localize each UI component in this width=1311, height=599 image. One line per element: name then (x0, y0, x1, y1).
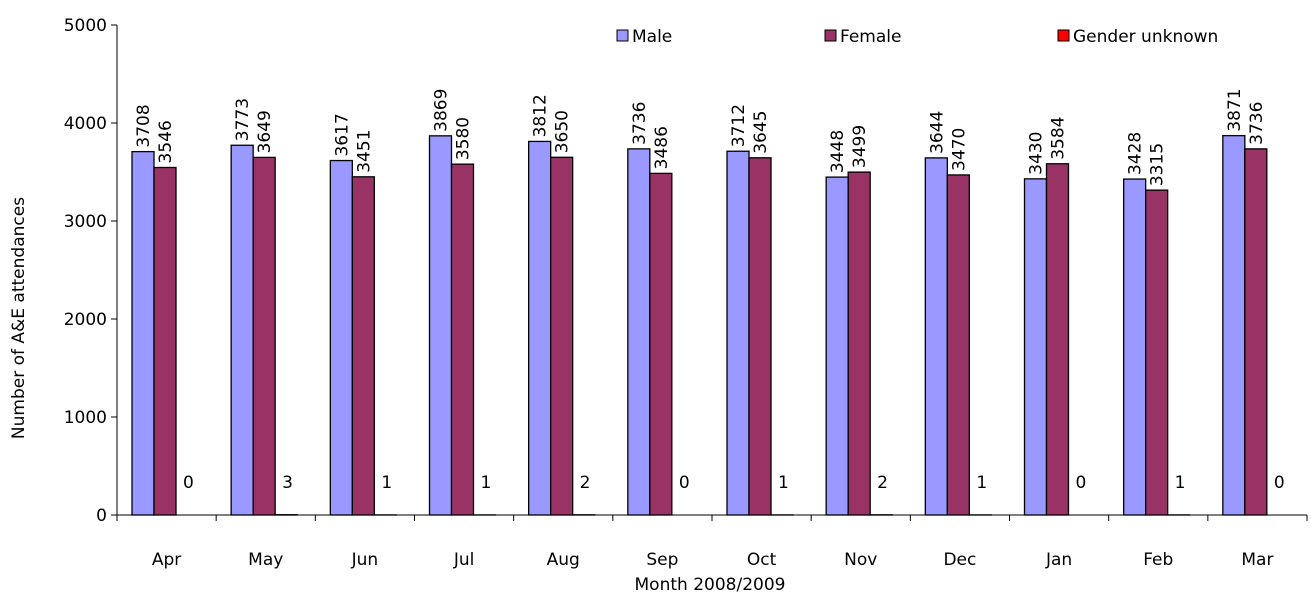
data-label-gender-unknown-may: 3 (282, 473, 293, 493)
bar-male-may (230, 144, 254, 516)
bars (131, 134, 1268, 516)
y-tick-label: 5000 (64, 16, 107, 36)
legend: Male Female Gender unknown (616, 27, 1218, 47)
bar-female-jul (450, 163, 475, 516)
bar-male-feb (1123, 178, 1147, 516)
data-label-gender-unknown-feb: 1 (1175, 473, 1186, 493)
x-tick-label-mar: Mar (1241, 550, 1273, 570)
data-label-male-dec: 3644 (927, 111, 947, 154)
data-label-male-oct: 3712 (729, 104, 749, 147)
y-axis: 0 1000 2000 3000 4000 5000 (64, 16, 118, 526)
data-label-male-may: 3773 (233, 98, 253, 141)
x-tick-label-dec: Dec (943, 550, 976, 570)
data-label-gender-unknown-nov: 2 (877, 473, 888, 493)
bar-female-apr (153, 166, 177, 516)
data-label-female-may: 3649 (255, 110, 275, 153)
x-tick-label-nov: Nov (844, 550, 877, 570)
data-label-male-sep: 3736 (630, 102, 650, 145)
x-tick-label-jun: Jun (351, 550, 379, 570)
legend-label-female: Female (840, 27, 901, 47)
bar-male-nov (825, 176, 849, 516)
bar-male-dec (924, 157, 948, 516)
data-label-gender-unknown-mar: 0 (1274, 473, 1285, 493)
y-tick-label: 3000 (64, 212, 107, 232)
bar-female-jun (351, 176, 375, 516)
bar-male-mar (1222, 134, 1246, 516)
data-label-male-jul: 3869 (432, 89, 452, 132)
y-tick-label: 2000 (64, 310, 107, 330)
data-label-male-apr: 3708 (134, 104, 154, 147)
bar-male-oct (726, 150, 750, 516)
bar-male-aug (528, 140, 552, 516)
bar-male-jun (329, 159, 353, 516)
data-label-female-dec: 3470 (949, 128, 969, 171)
legend-label-gender-unknown: Gender unknown (1073, 27, 1218, 47)
y-tick-label: 1000 (64, 408, 107, 428)
y-axis-title: Number of A&E attendances (9, 197, 29, 439)
data-label-gender-unknown-jul: 1 (481, 473, 492, 493)
data-label-female-jan: 3584 (1049, 117, 1069, 160)
bar-female-oct (748, 157, 772, 516)
x-tick-label-oct: Oct (747, 550, 777, 570)
bar-female-aug (550, 156, 574, 516)
x-axis: Apr May Jun Jul Aug Sep Oct Nov Dec Jan Feb Mar (116, 514, 1308, 570)
data-label-male-nov: 3448 (828, 130, 848, 173)
data-label-female-apr: 3546 (156, 120, 176, 163)
data-label-gender-unknown-jun: 1 (381, 473, 392, 493)
legend-label-male: Male (632, 27, 672, 47)
data-label-male-aug: 3812 (531, 94, 551, 137)
bar-female-mar (1244, 148, 1268, 516)
data-label-gender-unknown-aug: 2 (580, 473, 591, 493)
x-tick-label-sep: Sep (646, 550, 678, 570)
legend-swatch-male (616, 29, 629, 42)
bar-female-sep (649, 172, 673, 516)
bar-male-sep (627, 148, 651, 516)
legend-swatch-female (824, 29, 837, 42)
data-label-female-jul: 3580 (454, 117, 474, 160)
data-label-gender-unknown-oct: 1 (778, 473, 789, 493)
data-label-gender-unknown-jan: 0 (1076, 473, 1087, 493)
x-tick-label-aug: Aug (547, 550, 580, 570)
data-label-female-feb: 3315 (1148, 143, 1168, 186)
data-label-female-oct: 3645 (751, 111, 771, 154)
x-tick-label-apr: Apr (152, 550, 181, 570)
x-tick-label-jul: Jul (453, 550, 475, 570)
data-label-female-jun: 3451 (354, 130, 374, 173)
data-label-female-sep: 3486 (652, 126, 672, 169)
y-tick-label: 4000 (64, 114, 107, 134)
data-label-male-jan: 3430 (1027, 132, 1047, 175)
data-label-male-mar: 3871 (1225, 88, 1245, 131)
data-label-female-aug: 3650 (553, 110, 573, 153)
data-label-female-nov: 3499 (850, 125, 870, 168)
x-axis-title: Month 2008/2009 (635, 575, 786, 595)
bar-female-feb (1145, 189, 1169, 516)
x-tick-label-may: May (248, 550, 283, 570)
bar-female-dec (946, 174, 970, 516)
bar-male-jul (428, 135, 453, 516)
data-label-gender-unknown-sep: 0 (679, 473, 690, 493)
bar-female-may (252, 156, 276, 516)
data-label-male-feb: 3428 (1126, 132, 1146, 175)
data-label-female-mar: 3736 (1247, 102, 1267, 145)
x-tick-label-feb: Feb (1143, 550, 1173, 570)
legend-swatch-gender-unknown (1057, 29, 1070, 42)
x-tick-label-jan: Jan (1045, 550, 1072, 570)
data-label-gender-unknown-apr: 0 (183, 473, 194, 493)
bar-male-apr (131, 150, 155, 516)
data-label-male-jun: 3617 (332, 113, 352, 156)
bar-female-jan (1045, 163, 1070, 516)
bar-male-jan (1023, 178, 1048, 516)
y-tick-label: 0 (96, 506, 107, 526)
bar-female-nov (847, 171, 871, 516)
data-label-gender-unknown-dec: 1 (976, 473, 987, 493)
